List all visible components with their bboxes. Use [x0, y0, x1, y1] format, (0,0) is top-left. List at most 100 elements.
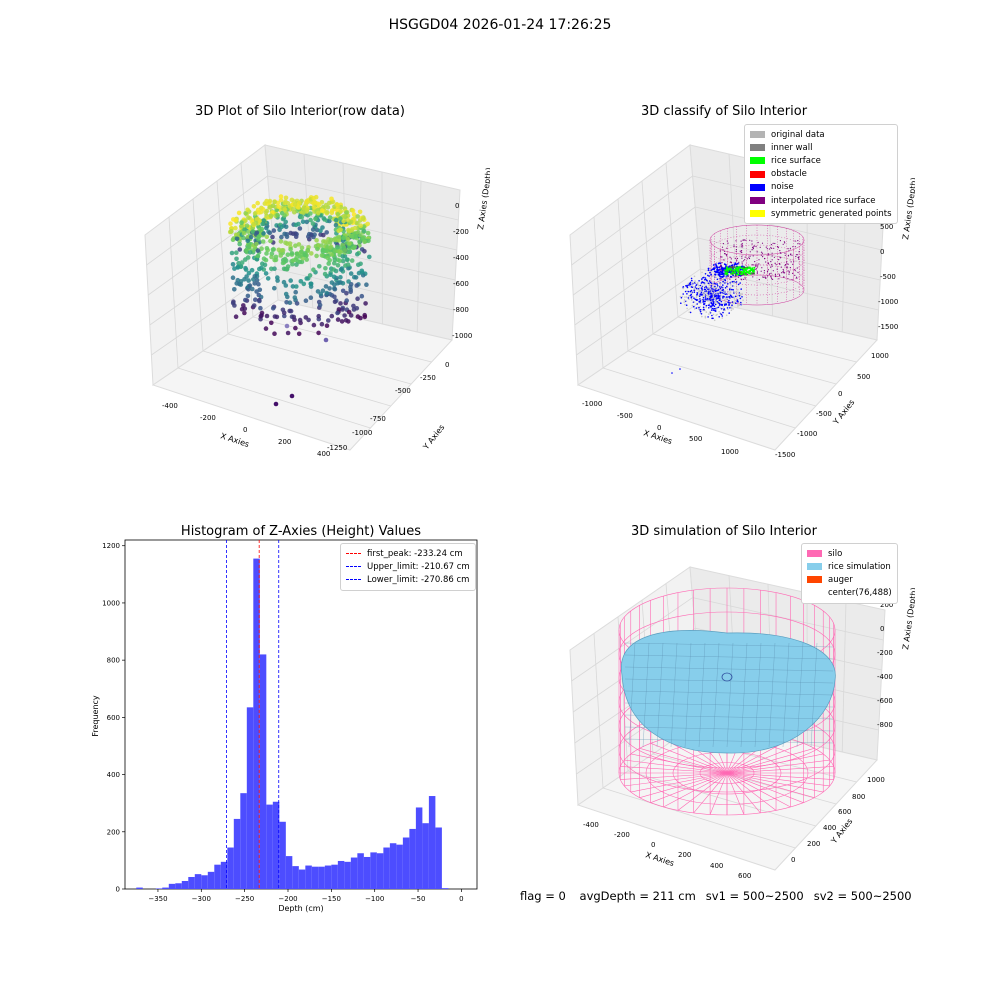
point-cloud-dot	[283, 195, 289, 201]
point-cloud-dot	[254, 277, 260, 283]
panel4-xticklabel: 600	[738, 872, 751, 880]
rice-surface-dot	[733, 266, 735, 269]
classified-dot	[695, 295, 698, 297]
classified-dot	[732, 285, 735, 288]
point-cloud-dot	[255, 200, 260, 206]
point-cloud-dot	[360, 216, 366, 222]
rice-mesh-line	[796, 642, 804, 748]
interpolated-dot	[735, 250, 737, 252]
classified-dot	[690, 299, 693, 301]
histogram-chart: −350 −300 −250 −200 −150 −100 −50 0 0 200 400 600 8…	[91, 539, 478, 913]
histogram-bar	[305, 865, 312, 889]
classified-dot	[693, 305, 695, 308]
point-cloud-dot	[245, 207, 250, 213]
legend-label: rice simulation	[828, 561, 891, 572]
point-cloud-dot	[318, 228, 323, 233]
flag-text: flag = 0	[520, 889, 566, 903]
panel4-yticklabel: 800	[852, 793, 865, 801]
classified-dot	[729, 297, 731, 299]
point-cloud-dot	[342, 248, 348, 253]
classified-dot	[725, 314, 728, 317]
point-cloud-dot	[329, 196, 334, 202]
interpolated-dot	[726, 240, 728, 242]
classified-dot	[718, 291, 720, 293]
classified-dot	[708, 286, 710, 289]
point-cloud-dot	[290, 258, 296, 263]
grid-line	[593, 633, 604, 789]
point-cloud-dot	[283, 224, 289, 230]
classified-dot	[694, 281, 697, 283]
point-cloud-dot	[333, 268, 339, 274]
classified-dot	[693, 291, 696, 293]
interpolated-dot	[737, 276, 740, 278]
classified-dot	[711, 290, 714, 292]
rice-surface-fill	[621, 630, 836, 754]
point-cloud-dot	[357, 209, 363, 215]
classified-dot	[711, 275, 714, 277]
panel2-xticklabel: 1000	[721, 448, 739, 456]
interpolated-dot	[761, 254, 763, 256]
rice-mesh-line	[624, 714, 834, 720]
point-cloud-dot	[319, 208, 325, 213]
classified-dot	[713, 319, 716, 322]
histogram-bar	[285, 856, 293, 889]
classified-dot	[716, 313, 718, 316]
point-cloud-dot	[341, 213, 347, 219]
classified-dot	[691, 279, 693, 282]
point-cloud-dot	[247, 283, 253, 288]
classified-dot	[693, 288, 696, 290]
interpolated-dot	[761, 252, 763, 254]
noise-dot	[714, 273, 717, 276]
point-cloud-dot	[270, 203, 276, 208]
classified-dot	[690, 289, 693, 292]
interpolated-dot	[739, 250, 741, 252]
point-cloud-dot	[335, 263, 341, 268]
histogram-legend: first_peak: -233.24 cm Upper_limit: -210…	[340, 543, 476, 591]
classified-dot	[690, 296, 693, 299]
interpolated-dot	[786, 261, 788, 263]
noise-dot	[718, 266, 721, 269]
classified-dot	[712, 296, 715, 298]
legend-entry: Lower_limit: -270.86 cm	[346, 573, 470, 586]
point-cloud-dot	[362, 314, 368, 320]
point-cloud-dot	[332, 282, 337, 287]
interpolated-dot	[732, 267, 734, 269]
interpolated-dot	[749, 255, 751, 257]
grid-line	[627, 350, 816, 407]
histogram-bar	[415, 807, 423, 889]
point-cloud-dot	[349, 228, 354, 233]
point-cloud-dot	[338, 249, 343, 255]
grid-line	[593, 216, 604, 369]
cylinder-ring	[709, 264, 805, 296]
interpolated-dot	[743, 239, 745, 241]
classified-dot	[703, 283, 706, 286]
point-cloud-dot	[264, 208, 270, 214]
histogram-yticklabel: 600	[107, 714, 120, 722]
panel4-xticklabel: 0	[651, 841, 655, 849]
panel2-zticklabel: -500	[880, 273, 896, 281]
point-cloud-dot	[264, 313, 270, 319]
classified-dot	[703, 301, 705, 303]
classified-dot	[690, 277, 693, 280]
outlier-dot	[273, 401, 279, 407]
interpolated-dot	[729, 278, 731, 280]
classified-dot	[693, 289, 695, 292]
point-cloud-dot	[335, 310, 340, 316]
classified-dot	[705, 306, 707, 309]
histogram-yticklabel: 200	[107, 828, 120, 836]
point-cloud-dot	[283, 283, 289, 288]
classified-dot	[723, 296, 725, 298]
histogram-bar	[162, 887, 169, 889]
panel1-zticklabel: -200	[453, 228, 469, 236]
status-footer: flag = 0 avgDepth = 211 cm sv1 = 500~2500…	[520, 889, 922, 903]
grid-line	[275, 268, 454, 311]
rice-mesh-line	[810, 642, 818, 748]
classified-dot	[698, 287, 701, 289]
point-cloud-dot	[292, 295, 298, 300]
point-cloud-dot	[340, 288, 346, 294]
classified-dot	[694, 280, 696, 282]
histogram-bar	[337, 860, 345, 889]
classified-dot	[738, 304, 741, 306]
point-cloud-dot	[234, 236, 240, 242]
classified-dot	[715, 306, 717, 309]
